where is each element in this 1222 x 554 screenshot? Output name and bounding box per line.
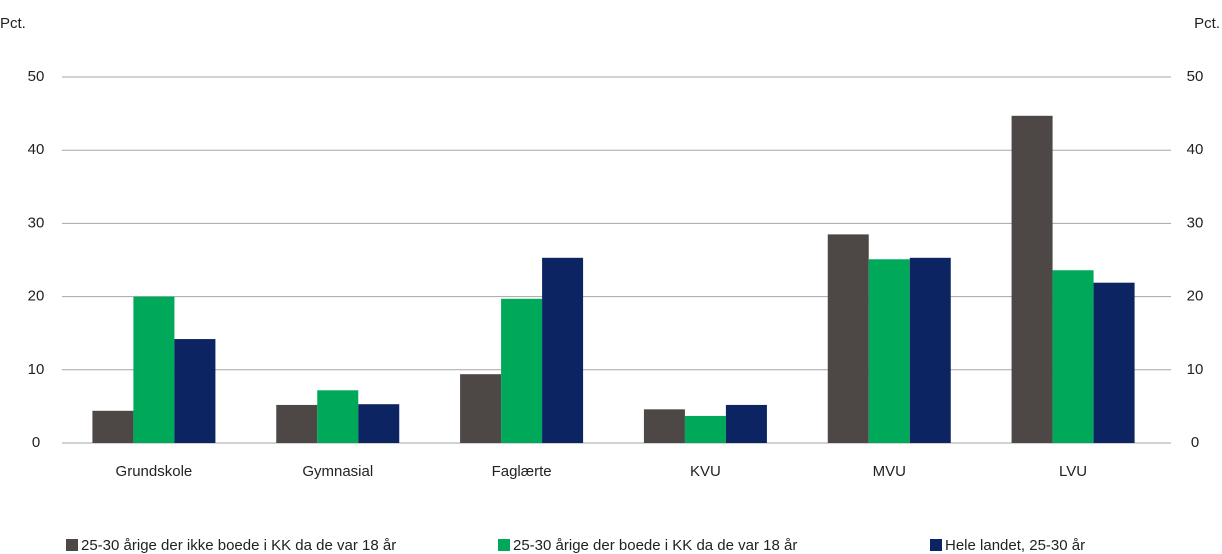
bar [92,410,134,443]
y2-tick-label: 20 [1187,288,1204,305]
bar [1093,282,1135,443]
y2-axis-label: Pct. [1194,15,1220,32]
y2-tick-label: 40 [1187,141,1204,158]
x-tick-label: Faglærte [492,463,552,480]
x-tick-label: Gymnasial [302,463,373,480]
legend-swatch [66,539,78,551]
bar [174,339,216,443]
bar [1052,270,1094,443]
legend-label: 25-30 årige der ikke boede i KK da de va… [81,537,396,554]
bar [501,298,543,443]
y2-tick-label: 30 [1187,214,1204,231]
y-tick-label: 20 [28,288,45,305]
bar [276,404,318,443]
y-tick-label: 30 [28,214,45,231]
bar [542,257,584,443]
bar [643,409,685,443]
legend-swatch [930,539,942,551]
bar [358,404,400,443]
bar [460,374,502,443]
legend-label: Hele landet, 25-30 år [945,537,1085,554]
bar [1011,115,1053,444]
legend-label: 25-30 årige der boede i KK da de var 18 … [513,537,797,554]
y-axis-label: Pct. [0,15,26,32]
y-tick-label: 0 [32,434,40,451]
bar [827,234,869,443]
bar [133,296,175,443]
bar [909,257,951,443]
bar [684,415,726,443]
y2-tick-label: 50 [1187,68,1204,85]
x-tick-label: LVU [1059,463,1087,480]
bar [317,390,359,443]
bar [868,259,910,443]
x-tick-label: Grundskole [116,463,193,480]
legend-swatch [498,539,510,551]
x-tick-label: KVU [690,463,721,480]
y-tick-label: 10 [28,361,45,378]
y-tick-label: 40 [28,141,45,158]
x-tick-label: MVU [873,463,906,480]
y2-tick-label: 0 [1191,434,1199,451]
bar [725,404,767,443]
y2-tick-label: 10 [1187,361,1204,378]
y-tick-label: 50 [28,68,45,85]
